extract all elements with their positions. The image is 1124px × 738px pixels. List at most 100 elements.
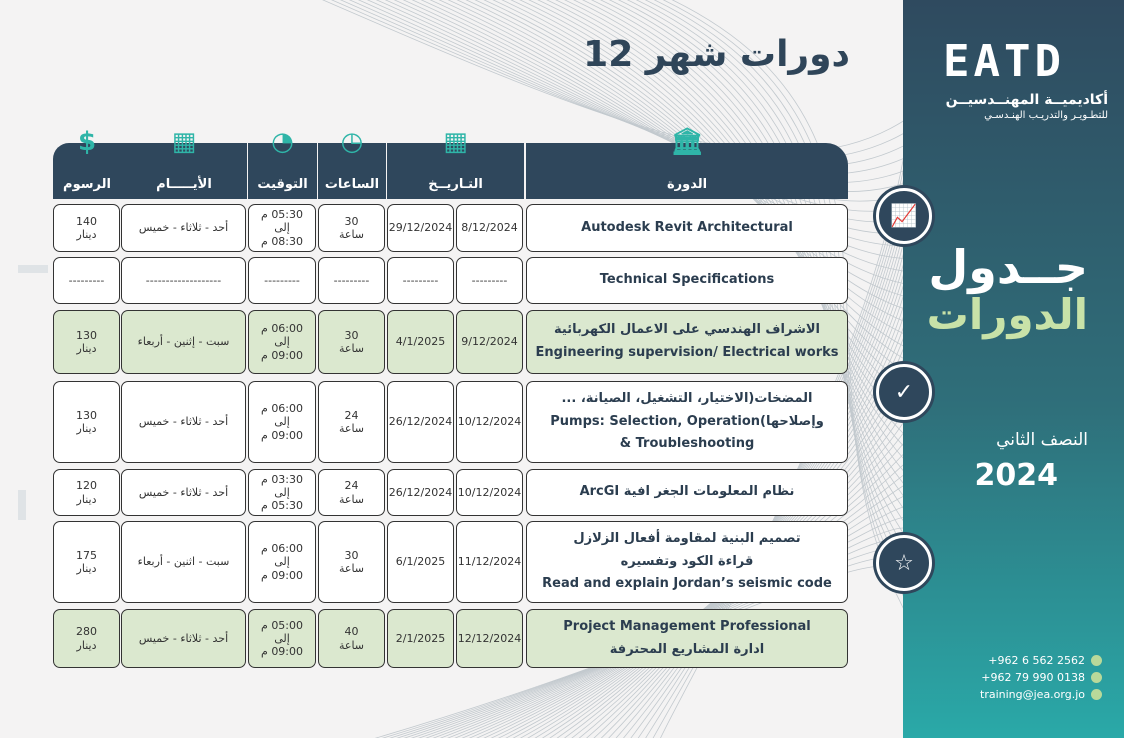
hours-cell: 40 ساعة [318,609,385,668]
cell-text: 09:00 م [261,568,304,582]
cell-text: Technical Specifications [599,272,775,288]
start-cell: 10/12/2024 [456,469,523,516]
time-cell: 05:30 م إلى 08:30 م [248,204,316,252]
header-label: التـاريــخ [428,177,483,192]
course-name-cell: Technical Specifications [526,257,848,304]
days-cell: أحد - ثلاثاء - خميس [121,381,246,463]
fee-cell: 175 دينار [53,521,120,603]
time-cell: 06:00 م إلى 09:00 م [248,521,316,603]
cell-text: 30 [344,214,359,228]
header-label: الساعات [324,177,380,192]
cell-text: --------- [402,273,439,287]
email-link[interactable]: training@jea.org.jo [980,688,1102,701]
cell-text: دينار [76,342,97,355]
cell-text: 11/12/2024 [457,555,522,569]
fee-cell: 140 دينار [53,204,120,252]
cell-text: 120 [76,479,97,493]
course-name-cell: Project Management Professional ادارة الم… [526,609,848,668]
cell-text: تصميم البنية لمقاومة أفعال الزلازل [573,530,801,546]
money-hand-icon: $ [77,127,97,157]
course-name-cell: نظام المعلومات الجغر افية ArcGI [526,469,848,516]
cell-text: 175 [76,548,97,562]
cell-text: 06:00 م [261,322,304,336]
cell-text: 30 [344,548,359,562]
course-name-cell: الاشراف الهندسي على الاعمال الكهربائية En… [526,310,848,374]
end-cell: 26/12/2024 [387,469,454,516]
cell-text: 29/12/2024 [388,221,453,235]
cell-text: سبت - اثنين - أربعاء [137,555,230,569]
clock-arrow-icon: ◔ [271,127,294,157]
cell-text: وإصلاحها)Pumps: Selection, Operation [550,413,824,429]
calendar-icon: ▦ [443,127,468,157]
header-hours: ◷ الساعات [318,127,386,199]
cell-text: 10/12/2024 [457,415,522,429]
course-name-cell: Autodesk Revit Architectural [526,204,848,252]
end-cell: 2/1/2025 [387,609,454,668]
cell-text: Read and explain Jordan’s seismic code [542,576,832,592]
cell-text: إلى [274,221,290,235]
chart-growth-icon: 📈 [876,188,932,244]
phone-2[interactable]: +962 79 990 0138 [981,671,1102,684]
cell-text: Project Management Professional [563,618,811,634]
fee-cell: 130 دينار [53,381,120,463]
cell-text: دينار [76,638,97,652]
bullet-icon [1091,672,1102,683]
cell-text: 6/1/2025 [395,555,446,569]
cell-text: Engineering supervision/ Electrical work… [535,345,839,360]
days-cell: أحد - ثلاثاء - خميس [121,204,246,252]
fee-cell: 120 دينار [53,469,120,516]
cell-text: ساعة [338,562,365,575]
courses-heading: الدورات [926,290,1088,339]
cell-text: 24 [344,479,359,493]
cell-text: إلى [274,415,290,429]
cell-text: ساعة [338,228,365,241]
cell-text: إلى [274,555,290,569]
phone-1[interactable]: +962 6 562 2562 [988,654,1102,667]
cell-text: 26/12/2024 [388,415,453,429]
cell-text: الاشراف الهندسي على الاعمال الكهربائية [554,322,820,338]
cell-text: ساعة [338,638,365,652]
check-icon: ✓ [876,364,932,420]
hours-cell: --------- [318,257,385,304]
cell-text: 8/12/2024 [461,221,518,235]
cell-text: دينار [76,228,97,241]
cell-text: 10/12/2024 [457,485,522,499]
fee-cell: 130 دينار [53,310,120,374]
cell-text: ساعة [338,492,365,506]
cell-text: 09:00 م [261,645,304,659]
end-cell: 29/12/2024 [387,204,454,252]
days-cell: سبت - اثنين - أربعاء [121,521,246,603]
cell-text: أحد - ثلاثاء - خميس [138,485,229,499]
start-cell: 8/12/2024 [456,204,523,252]
page-title: دورات شهر 12 [583,34,850,75]
cell-text: 06:00 م [261,542,304,556]
start-cell: 10/12/2024 [456,381,523,463]
schedule-heading: جــدول [928,240,1088,294]
cell-text: إلى [274,631,290,645]
podium-book-icon: 🏛 [670,127,704,157]
cell-text: Autodesk Revit Architectural [581,219,793,235]
end-cell: 26/12/2024 [387,381,454,463]
cell-text: قراءة الكود وتفسيره [620,553,754,569]
cell-text: 06:00 م [261,402,304,416]
cell-text: 03:30 م [261,472,304,486]
cell-text: 09:00 م [261,348,304,362]
cell-text: دينار [76,492,97,506]
bullet-icon [1091,655,1102,666]
bullet-icon [1091,689,1102,700]
cell-text: نظام المعلومات الجغر افية ArcGI [579,484,795,500]
cell-text: 24 [344,408,359,422]
hours-cell: 30 ساعة [318,204,385,252]
fee-cell: 280 دينار [53,609,120,668]
days-cell: أحد - ثلاثاء - خميس [121,609,246,668]
cell-text: 08:30 م [261,234,304,248]
cell-text: 2/1/2025 [395,631,446,645]
header-date: ▦ التـاريــخ [387,127,524,199]
cell-text: 09:00 م [261,428,304,442]
hours-cell: 30 ساعة [318,521,385,603]
cell-text: دينار [76,422,97,435]
cell-text: أحد - ثلاثاء - خميس [138,415,229,429]
cell-text: 140 [76,214,97,228]
star-icon: ☆ [876,535,932,591]
year-label: 2024 [974,458,1059,493]
